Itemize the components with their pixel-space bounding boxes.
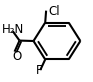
Text: Cl: Cl xyxy=(49,5,60,18)
Text: O: O xyxy=(12,50,21,63)
Text: H₂N: H₂N xyxy=(2,23,24,36)
Text: F: F xyxy=(36,64,43,77)
